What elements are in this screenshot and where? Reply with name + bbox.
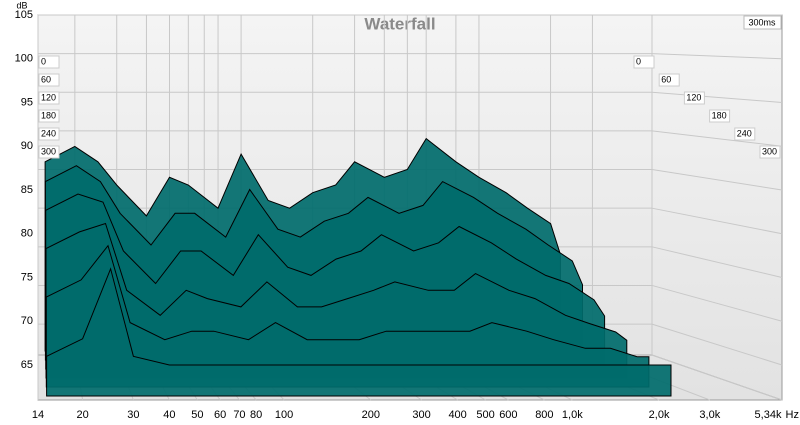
- time-label: 240: [41, 128, 56, 138]
- y-tick-label: 95: [21, 96, 33, 108]
- time-label: 60: [41, 74, 51, 84]
- x-tick-label: 1,0k: [562, 409, 583, 421]
- time-label: 120: [686, 92, 701, 102]
- time-label-box: [38, 109, 60, 123]
- x-tick-label: 2,0k: [649, 409, 670, 421]
- waterfall-slice: [46, 267, 672, 397]
- y-tick-label: 100: [15, 53, 33, 65]
- time-label-box: [759, 145, 781, 159]
- x-tick-label: 800: [535, 409, 553, 421]
- x-tick-label: 40: [163, 409, 175, 421]
- x-tick-label: 50: [191, 409, 203, 421]
- x-tick-label: 200: [362, 409, 380, 421]
- time-label: 300: [41, 146, 56, 156]
- y-tick-label: 70: [21, 315, 33, 327]
- x-tick-label: 30: [127, 409, 139, 421]
- time-label-box: [658, 73, 680, 87]
- time-label-box: [38, 145, 60, 159]
- time-label-box: [38, 127, 60, 141]
- time-label: 0: [41, 56, 46, 66]
- time-label-box: [734, 127, 756, 141]
- time-label: 180: [41, 110, 56, 120]
- depth-label-box: [743, 15, 782, 30]
- grid-line: [651, 207, 783, 235]
- x-tick-label: 3,0k: [699, 409, 720, 421]
- x-axis-unit: Hz: [786, 409, 799, 421]
- grid-line: [651, 284, 783, 322]
- time-label: 0: [636, 56, 641, 66]
- grid-line: [651, 91, 783, 103]
- x-tick-label: 70: [233, 409, 245, 421]
- x-tick-label: 300: [412, 409, 430, 421]
- x-tick-label: 14: [32, 409, 44, 421]
- grid-line: [651, 130, 783, 147]
- x-tick-label: 80: [250, 409, 262, 421]
- x-tick-label: 400: [448, 409, 466, 421]
- time-label: 240: [737, 128, 752, 138]
- chart-title: Waterfall: [364, 14, 435, 33]
- time-label-box: [683, 91, 705, 105]
- y-tick-label: 90: [21, 140, 33, 152]
- y-tick-label: 65: [21, 359, 33, 371]
- time-label-box: [38, 91, 60, 105]
- time-label: 60: [661, 74, 671, 84]
- x-tick-label: 100: [275, 409, 293, 421]
- time-label: 120: [41, 92, 56, 102]
- y-axis-label: dB: [16, 0, 27, 10]
- time-label: 180: [712, 110, 727, 120]
- waterfall-slice: [45, 244, 650, 388]
- y-tick-label: 105: [15, 9, 33, 21]
- x-tick-label: 600: [499, 409, 517, 421]
- grid-line: [651, 246, 783, 278]
- grid-line: [651, 169, 783, 191]
- x-tick-label: 20: [77, 409, 89, 421]
- y-tick-label: 85: [21, 184, 33, 196]
- depth-label: 300ms: [748, 17, 776, 27]
- grid-line: [651, 53, 783, 60]
- grid-line: [651, 354, 783, 401]
- y-tick-label: 75: [21, 271, 33, 283]
- grid-line: [651, 323, 783, 366]
- time-label-box: [633, 55, 655, 69]
- time-label-box: [38, 55, 60, 69]
- time-label: 300: [762, 146, 777, 156]
- y-tick-label: 80: [21, 228, 33, 240]
- x-tick-label: 5,34k: [755, 409, 782, 421]
- x-tick-label: 60: [214, 409, 226, 421]
- x-tick-label: 500: [476, 409, 494, 421]
- time-label-box: [709, 109, 731, 123]
- time-label-box: [38, 73, 60, 87]
